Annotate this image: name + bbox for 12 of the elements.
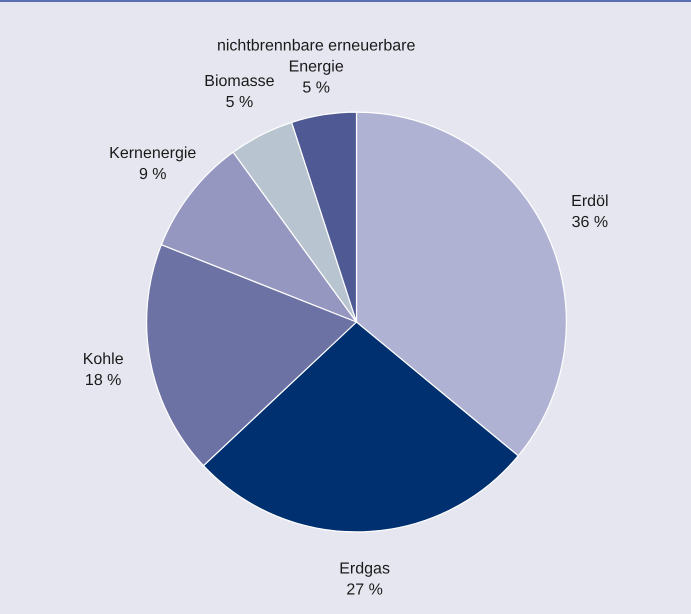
slice-label: Biomasse xyxy=(204,73,275,90)
data-label: 27 % xyxy=(346,582,383,599)
data-label: 9 % xyxy=(138,166,167,183)
data-label: 5 % xyxy=(226,94,254,112)
data-label: 18 % xyxy=(84,372,122,390)
slice-label: Kernenergie xyxy=(109,144,196,162)
data-label: 36 % xyxy=(572,214,608,232)
slice-label: Kohle xyxy=(82,351,124,368)
slice-label: Erdöl xyxy=(571,193,609,210)
slice-label: Erdgas xyxy=(339,560,390,578)
slice-label: nichtbrennbare erneuerbare Energie xyxy=(216,38,416,76)
data-label: 5 % xyxy=(302,80,330,97)
